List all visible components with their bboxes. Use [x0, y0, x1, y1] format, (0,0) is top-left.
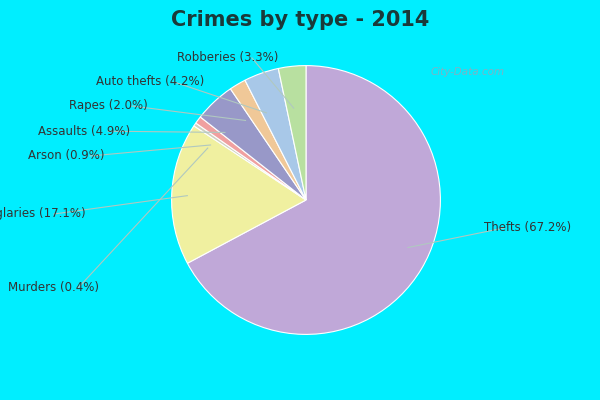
Text: Rapes (2.0%): Rapes (2.0%)	[68, 100, 148, 112]
Wedge shape	[187, 66, 440, 334]
Wedge shape	[194, 123, 306, 200]
Text: Crimes by type - 2014: Crimes by type - 2014	[171, 10, 429, 30]
Wedge shape	[230, 80, 306, 200]
Text: Auto thefts (4.2%): Auto thefts (4.2%)	[96, 76, 204, 88]
Wedge shape	[200, 89, 306, 200]
Wedge shape	[196, 117, 306, 200]
Text: Thefts (67.2%): Thefts (67.2%)	[484, 222, 572, 234]
Text: Burglaries (17.1%): Burglaries (17.1%)	[0, 208, 85, 220]
Text: Murders (0.4%): Murders (0.4%)	[8, 282, 100, 294]
Wedge shape	[245, 68, 306, 200]
Wedge shape	[278, 66, 306, 200]
Wedge shape	[172, 126, 306, 263]
Text: Arson (0.9%): Arson (0.9%)	[28, 150, 104, 162]
Text: Robberies (3.3%): Robberies (3.3%)	[178, 52, 278, 64]
Text: Assaults (4.9%): Assaults (4.9%)	[38, 125, 130, 138]
Text: City-Data.com: City-Data.com	[431, 67, 505, 77]
